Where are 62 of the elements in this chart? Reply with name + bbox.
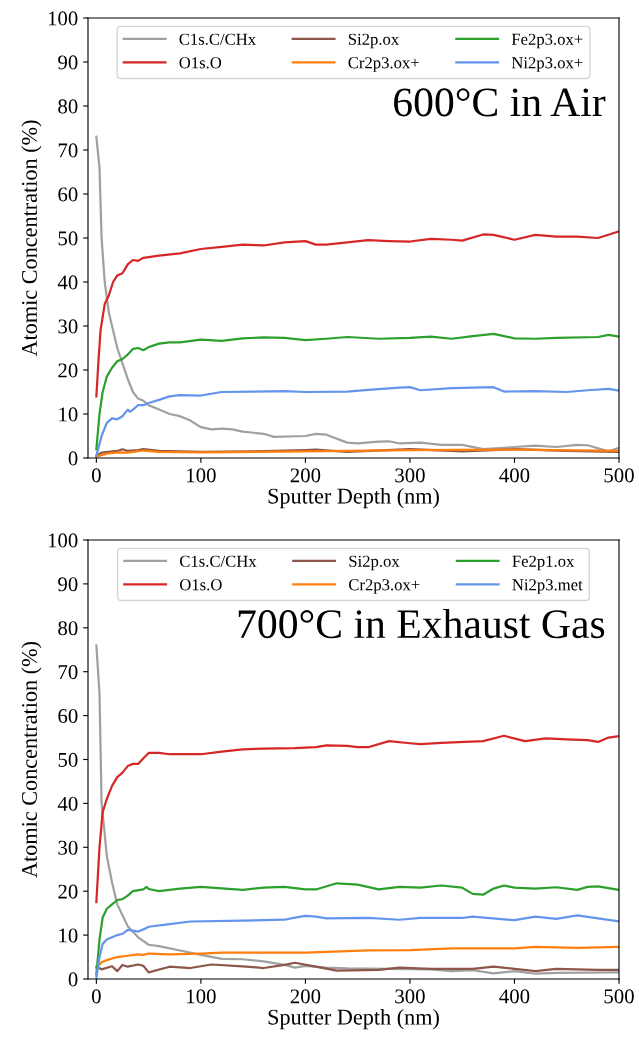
line-series <box>95 332 619 451</box>
x-axis-title: Sputter Depth (nm) <box>268 1009 439 1030</box>
y-tick-label: 100 <box>48 11 78 26</box>
y-tick-label: 100 <box>48 533 78 548</box>
y-tick-label: 60 <box>58 187 78 202</box>
legend-label: O1s.O <box>179 57 222 69</box>
x-tick-label: 400 <box>499 468 530 483</box>
line-series <box>95 882 619 976</box>
x-tick-label: 300 <box>395 989 425 1004</box>
y-tick-label: 20 <box>58 363 78 378</box>
x-tick-label: 200 <box>290 468 321 483</box>
x-tick-label: 400 <box>499 989 530 1004</box>
y-tick-label: 40 <box>57 796 78 811</box>
y-tick-label: 70 <box>58 143 78 158</box>
legend-label: Si2p.ox <box>349 555 400 571</box>
x-tick-label: 100 <box>187 989 216 1004</box>
y-tick-label: 40 <box>57 275 78 290</box>
legend-label: C1s.C/CHx <box>179 33 256 45</box>
y-axis-title: Atomic Concentration (%) <box>21 641 42 878</box>
y-tick-label: 0 <box>68 451 78 466</box>
y-tick-label: 30 <box>58 840 78 855</box>
x-tick-label: 100 <box>187 468 216 483</box>
line-series <box>95 230 619 398</box>
x-tick-label: 0 <box>91 989 101 1004</box>
legend-label: Fe2p3.ox+ <box>511 33 583 49</box>
x-tick-label: 500 <box>604 468 634 483</box>
y-axis-title: Atomic Concentration (%) <box>21 120 42 357</box>
x-axis-title: Sputter Depth (nm) <box>268 488 439 509</box>
x-tick-label: 300 <box>395 468 425 483</box>
line-series <box>95 961 619 974</box>
x-tick-label: 200 <box>290 989 321 1004</box>
legend-label: Cr2p3.ox+ <box>348 57 419 72</box>
y-tick-label: 10 <box>59 407 78 422</box>
y-tick-label: 20 <box>58 884 78 899</box>
y-tick-label: 30 <box>58 319 78 334</box>
y-tick-label: 10 <box>59 928 78 943</box>
legend-label: Cr2p3.ox+ <box>348 579 420 594</box>
x-tick-label: 500 <box>604 989 634 1004</box>
legend-label: O1s.O <box>179 579 222 591</box>
line-series <box>95 135 619 453</box>
y-tick-label: 0 <box>68 972 78 987</box>
line-series <box>95 734 619 904</box>
y-tick-label: 90 <box>58 55 78 70</box>
line-series <box>95 386 619 457</box>
legend-label: C1s.C/CHx <box>179 555 257 567</box>
y-tick-label: 90 <box>58 577 78 592</box>
line-series <box>95 914 619 979</box>
legend-label: Ni2p3.ox+ <box>511 57 583 72</box>
y-tick-label: 80 <box>58 621 78 636</box>
legend-label: Fe2p1.ox <box>512 555 575 571</box>
annotation: 700°C in Exhaust Gas <box>238 608 605 639</box>
legend-label: Ni2p3.met <box>512 579 583 594</box>
x-tick-label: 0 <box>91 468 101 483</box>
legend-label: Si2p.ox <box>348 33 399 49</box>
y-tick-label: 80 <box>58 99 78 114</box>
y-tick-label: 70 <box>58 665 78 680</box>
y-tick-label: 50 <box>58 752 78 767</box>
y-tick-label: 60 <box>58 708 78 724</box>
line-series <box>95 644 619 975</box>
line-series <box>95 945 619 970</box>
y-tick-label: 50 <box>58 231 78 246</box>
annotation: 600°C in Air <box>394 88 606 117</box>
